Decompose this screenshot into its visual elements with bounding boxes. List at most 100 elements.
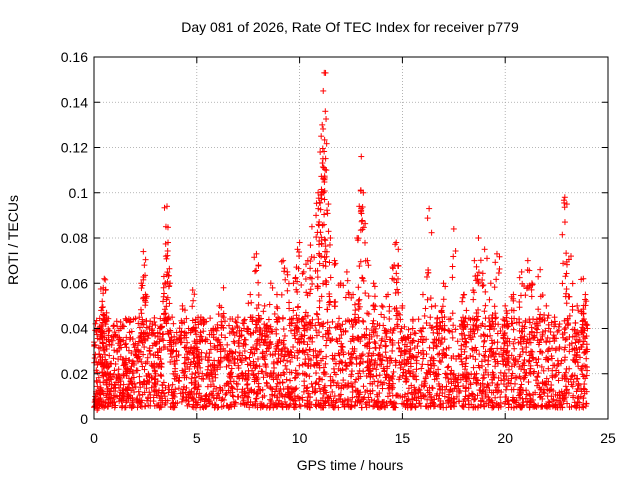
- data-point-cluster: [317, 229, 324, 236]
- data-point-cluster: [295, 248, 302, 255]
- data-point-band: [482, 356, 489, 363]
- data-point: [318, 133, 325, 140]
- data-point-cluster: [321, 211, 328, 218]
- data-point-band: [313, 370, 320, 377]
- data-point-band: [535, 356, 542, 363]
- data-point-cluster: [255, 291, 262, 298]
- data-point-cluster: [332, 260, 339, 267]
- data-point-band: [321, 384, 328, 391]
- data-point-cluster: [281, 268, 288, 275]
- data-point-cluster: [395, 289, 402, 296]
- data-point-band: [281, 371, 288, 378]
- data-point-cluster: [355, 297, 362, 304]
- x-tick-label: 5: [193, 430, 201, 446]
- data-point-cluster: [481, 308, 488, 315]
- chart-title: Day 081 of 2026, Rate Of TEC Index for r…: [181, 19, 519, 35]
- data-point-band: [456, 398, 463, 405]
- data-point-cluster: [483, 255, 490, 262]
- data-point: [322, 108, 329, 115]
- data-point-cluster: [271, 310, 278, 317]
- data-point-cluster: [357, 227, 364, 234]
- data-points: [91, 69, 591, 414]
- data-point: [220, 284, 227, 291]
- data-point-cluster: [440, 296, 447, 303]
- data-point-cluster: [322, 155, 329, 162]
- data-point-band: [381, 314, 388, 321]
- data-point-cluster: [393, 270, 400, 277]
- data-point-cluster: [459, 298, 466, 305]
- data-point-band: [489, 318, 496, 325]
- data-point-band: [322, 342, 329, 349]
- data-point-band: [313, 327, 320, 334]
- data-point-cluster: [477, 257, 484, 264]
- data-point: [294, 246, 301, 253]
- data-point-band: [224, 341, 231, 348]
- data-point-band: [189, 371, 196, 378]
- data-point-cluster: [522, 292, 529, 299]
- data-point-band: [501, 370, 508, 377]
- data-point-band: [510, 356, 517, 363]
- data-point-band: [581, 381, 588, 388]
- data-point-band: [383, 333, 390, 340]
- data-point-band: [516, 353, 523, 360]
- data-point-band: [375, 378, 382, 385]
- data-point-band: [399, 372, 406, 379]
- data-point-band: [460, 382, 467, 389]
- data-point-band: [198, 333, 205, 340]
- data-point-band: [473, 370, 480, 377]
- data-point-band: [413, 366, 420, 373]
- data-point-band: [136, 324, 143, 331]
- data-point-cluster: [245, 300, 252, 307]
- data-point-cluster: [319, 145, 326, 152]
- data-point-band: [525, 379, 532, 386]
- data-point-band: [290, 343, 297, 350]
- data-point-band: [360, 383, 367, 390]
- data-point-band: [453, 355, 460, 362]
- data-point-cluster: [479, 270, 486, 277]
- data-point-band: [301, 382, 308, 389]
- data-point: [325, 201, 332, 208]
- data-point: [247, 291, 254, 298]
- data-point-band: [527, 395, 534, 402]
- data-point-band: [580, 395, 587, 402]
- data-point-band: [288, 369, 295, 376]
- data-point: [140, 248, 147, 255]
- data-point-cluster: [298, 281, 305, 288]
- data-point-cluster: [252, 268, 259, 275]
- x-tick-label: 10: [292, 430, 308, 446]
- data-point-cluster: [200, 328, 207, 335]
- data-point-band: [534, 373, 541, 380]
- data-point-cluster: [379, 303, 386, 310]
- data-point-band: [436, 357, 443, 364]
- data-point-cluster: [206, 357, 213, 364]
- data-point-band: [136, 373, 143, 380]
- data-point-cluster: [479, 282, 486, 289]
- data-point-band: [371, 403, 378, 410]
- data-point: [343, 268, 350, 275]
- data-point-band: [121, 341, 128, 348]
- data-point-band: [476, 351, 483, 358]
- data-point-cluster: [266, 301, 273, 308]
- data-point-band: [412, 330, 419, 337]
- data-point-band: [175, 377, 182, 384]
- data-point-band: [336, 315, 343, 322]
- data-point-cluster: [377, 342, 384, 349]
- data-point: [317, 149, 324, 156]
- data-point-band: [287, 377, 294, 384]
- data-point-cluster: [424, 215, 431, 222]
- data-point-band: [252, 345, 259, 352]
- data-point-band: [561, 356, 568, 363]
- data-point: [99, 298, 106, 305]
- data-point-cluster: [255, 279, 262, 286]
- data-point-band: [255, 355, 262, 362]
- data-point-band: [207, 315, 214, 322]
- data-point-band: [284, 357, 291, 364]
- data-point-cluster: [356, 263, 363, 270]
- data-point-band: [459, 361, 466, 368]
- data-point-band: [312, 380, 319, 387]
- data-point-cluster: [323, 116, 330, 123]
- data-point-band: [280, 326, 287, 333]
- data-point-band: [335, 404, 342, 411]
- data-point-cluster: [463, 355, 470, 362]
- data-point-band: [228, 365, 235, 372]
